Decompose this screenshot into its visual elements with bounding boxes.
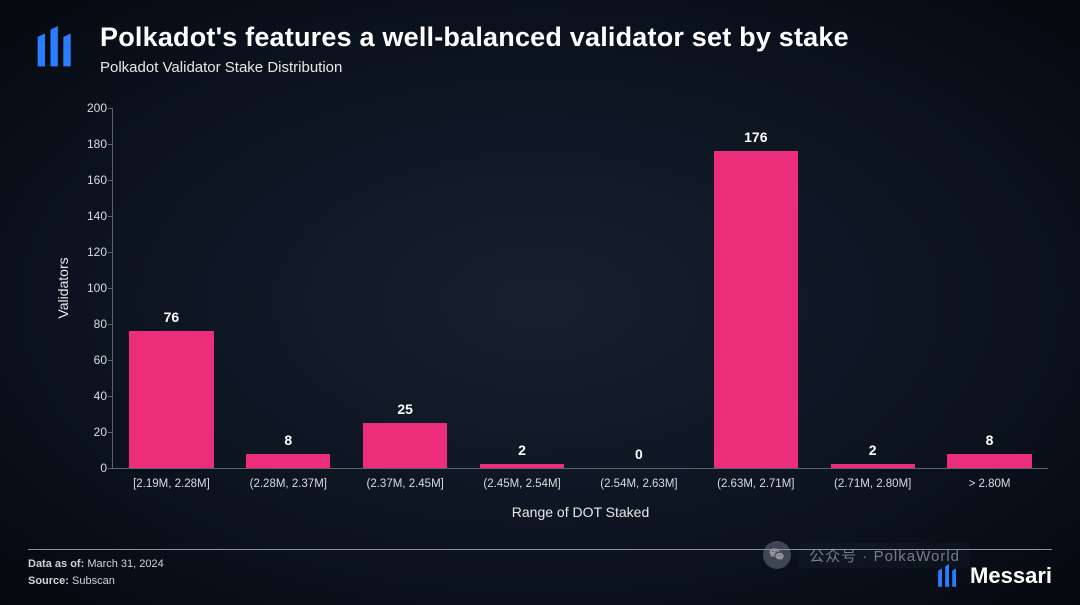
bar-group: 76[2.19M, 2.28M] — [113, 108, 230, 468]
y-tick-label: 120 — [75, 245, 107, 259]
x-tick-label: (2.37M, 2.45M] — [367, 478, 444, 490]
y-tick-label: 40 — [75, 389, 107, 403]
x-tick-label: (2.54M, 2.63M] — [600, 478, 677, 490]
bar-chart: Validators 020406080100120140160180200 7… — [62, 100, 1056, 527]
bar-group: 2(2.71M, 2.80M] — [814, 108, 931, 468]
x-tick-label: (2.28M, 2.37M] — [250, 478, 327, 490]
bar — [714, 151, 798, 468]
chart-title: Polkadot's features a well-balanced vali… — [100, 22, 1040, 53]
bar-group: 8(2.28M, 2.37M] — [230, 108, 347, 468]
x-tick-label: (2.45M, 2.54M] — [483, 478, 560, 490]
y-tick-label: 140 — [75, 209, 107, 223]
brand-logo-icon — [34, 26, 78, 70]
y-axis-label: Validators — [55, 257, 71, 318]
y-tick-label: 0 — [75, 461, 107, 475]
y-tick-label: 100 — [75, 281, 107, 295]
y-tick-label: 60 — [75, 353, 107, 367]
y-tick-label: 160 — [75, 173, 107, 187]
y-tick-label: 20 — [75, 425, 107, 439]
x-tick-label: (2.63M, 2.71M] — [717, 478, 794, 490]
brand-footer: Messari — [936, 563, 1052, 589]
bar — [246, 454, 330, 468]
bar-value-label: 25 — [397, 401, 413, 417]
chart-footer: Data as of: March 31, 2024 Source: Subsc… — [28, 549, 1052, 589]
y-tick-label: 80 — [75, 317, 107, 331]
bar-group: 2(2.45M, 2.54M] — [464, 108, 581, 468]
bar-value-label: 2 — [518, 442, 526, 458]
bar — [831, 464, 915, 468]
y-tick-label: 180 — [75, 137, 107, 151]
bar-value-label: 76 — [164, 309, 180, 325]
bar-value-label: 176 — [744, 129, 767, 145]
bars-container: 76[2.19M, 2.28M]8(2.28M, 2.37M]25(2.37M,… — [113, 108, 1048, 468]
x-tick-label: > 2.80M — [969, 478, 1011, 490]
chart-header: Polkadot's features a well-balanced vali… — [100, 22, 1040, 76]
bar-group: 25(2.37M, 2.45M] — [347, 108, 464, 468]
bar-group: 0(2.54M, 2.63M] — [581, 108, 698, 468]
chart-subtitle: Polkadot Validator Stake Distribution — [100, 59, 1040, 76]
brand-name: Messari — [970, 563, 1052, 589]
bar-value-label: 2 — [869, 442, 877, 458]
bar — [947, 454, 1031, 468]
x-tick-label: (2.71M, 2.80M] — [834, 478, 911, 490]
bar — [129, 331, 213, 468]
y-tick-label: 200 — [75, 101, 107, 115]
bar — [363, 423, 447, 468]
bar-value-label: 8 — [986, 432, 994, 448]
bar-value-label: 8 — [284, 432, 292, 448]
bar-group: 8> 2.80M — [931, 108, 1048, 468]
plot-area: Validators 020406080100120140160180200 7… — [112, 108, 1048, 469]
x-tick-label: [2.19M, 2.28M] — [133, 478, 210, 490]
bar-value-label: 0 — [635, 446, 643, 462]
x-axis-label: Range of DOT Staked — [512, 504, 649, 520]
footer-meta: Data as of: March 31, 2024 Source: Subsc… — [28, 556, 164, 589]
bar — [480, 464, 564, 468]
bar-group: 176(2.63M, 2.71M] — [697, 108, 814, 468]
